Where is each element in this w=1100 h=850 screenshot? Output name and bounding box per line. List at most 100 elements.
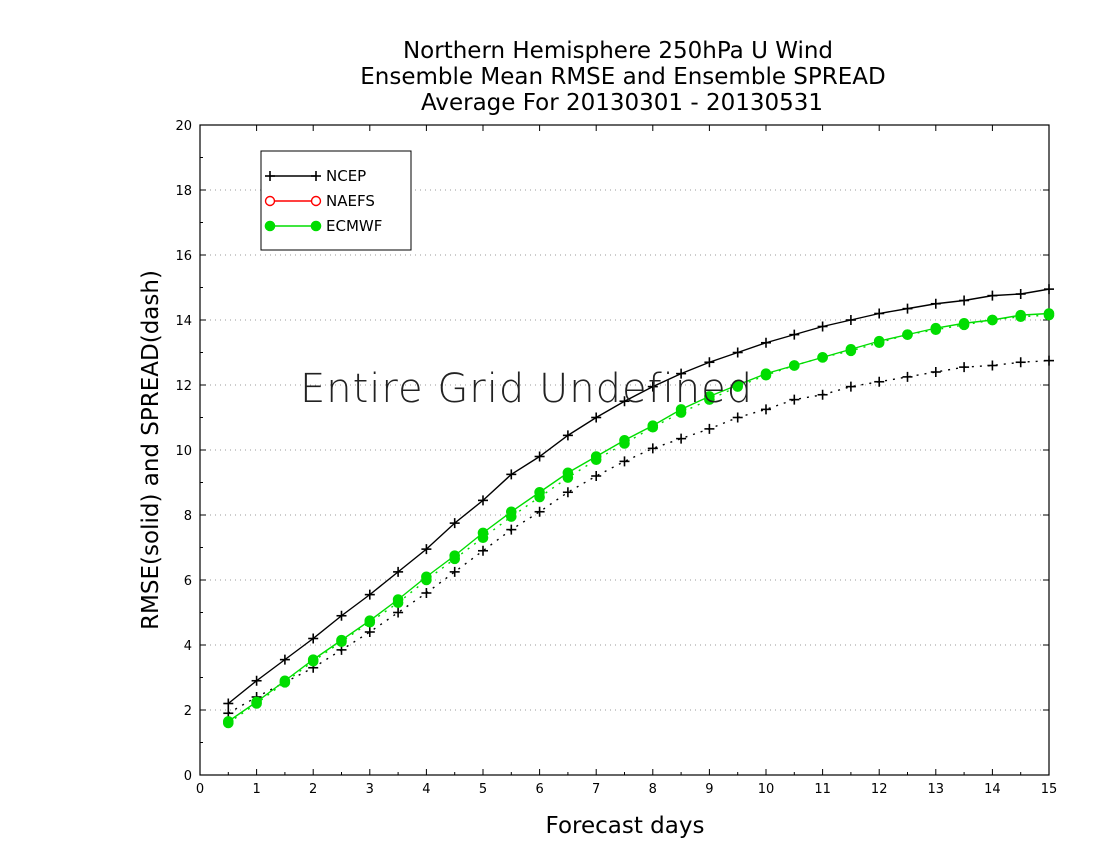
y-tick-label-10: 20 [175,119,192,134]
x-tick-label-2: 2 [309,782,317,797]
series-ncep-rmse-point-5 [364,589,375,600]
series-ncep-rmse-point-8 [449,518,460,529]
legend-label-naefs: NAEFS [326,192,375,210]
series-ncep-rmse-point-10 [506,469,517,480]
series-ncep-rmse-point-16 [676,368,687,379]
series-ecmwf-rmse-point-0 [223,716,234,727]
series-ncep-rmse-point-28 [1015,289,1026,299]
series-ncep-spread-point-27 [987,360,998,371]
series-ecmwf-rmse-point-18 [732,379,744,391]
series-ncep-spread-point-29 [1044,355,1054,366]
series-ecmwf-rmse-point-28 [1015,309,1027,321]
y-tick-label-4: 8 [184,509,192,524]
series-ecmwf-rmse-point-2 [279,675,291,687]
x-tick-label-9: 9 [705,782,713,797]
series-ncep-spread-point-7 [421,588,432,598]
series-ecmwf-spread-line [227,314,1050,724]
series-ncep-rmse-point-12 [562,430,573,441]
series-ncep-rmse-point-21 [817,321,828,332]
series-ncep-spread-point-18 [732,412,743,423]
series-ncep-spread-point-14 [619,456,630,467]
series-ncep-spread-point-20 [789,394,800,405]
series-ncep-spread-line [227,359,1050,714]
series-ncep-spread-point-8 [449,566,460,577]
y-tick-label-8: 16 [175,249,192,264]
series-ncep-spread-point-15 [647,443,658,454]
series-ncep-rmse-point-0 [223,698,234,709]
legend-marker-start-ecmwf [264,220,276,232]
series-ncep-rmse-point-15 [647,381,658,392]
series-ecmwf-rmse-point-26 [958,317,970,329]
legend-marker-end-naefs [310,195,322,207]
series-ncep-spread-point-17 [704,423,715,434]
chart-title-line-3: Average For 20130301 - 20130531 [421,90,823,116]
y-tick-label-2: 4 [184,639,192,654]
series-ncep-rmse-point-20 [789,329,800,340]
y-tick-label-6: 12 [175,379,192,394]
x-tick-label-3: 3 [366,782,374,797]
series-ncep-rmse-point-4 [336,610,347,621]
x-tick-label-14: 14 [984,782,1001,797]
legend-marker-end-ncep [311,171,321,181]
series-ncep-spread-point-19 [761,404,771,415]
series-ecmwf-rmse-point-29 [1043,308,1055,319]
series-ecmwf-rmse-point-4 [336,634,347,646]
y-tick-label-0: 0 [184,769,192,784]
x-axis: 0 1 2 3 4 5 6 7 8 9 10 11 12 13 14 15 [196,125,1057,797]
chart-title: Northern Hemisphere 250hPa U Wind Ensemb… [360,38,885,116]
series-ncep-rmse-point-18 [732,347,743,358]
series-ncep [223,284,1054,719]
series-ncep-rmse-point-29 [1044,284,1054,295]
series-ncep-rmse-point-6 [393,566,404,577]
legend-label-ecmwf: ECMWF [326,217,382,235]
series-ecmwf-rmse-point-7 [421,571,432,583]
y-tick-label-1: 2 [184,704,192,719]
series-ncep-rmse-point-23 [874,308,885,319]
legend-marker-start-ncep [265,171,275,181]
x-tick-label-5: 5 [479,782,487,797]
series-ncep-spread-point-22 [845,381,856,392]
series-ecmwf-rmse-point-17 [704,391,715,402]
series-ncep-rmse-point-1 [251,675,262,686]
series-ncep-rmse-point-27 [987,290,998,301]
series-ncep-rmse-point-24 [902,303,913,314]
x-axis-label: Forecast days [546,813,705,839]
legend-marker-start-naefs [264,195,276,207]
y-tick-label-7: 14 [175,314,192,329]
series-ecmwf-rmse-point-25 [930,322,942,334]
series-ncep-spread-point-6 [393,607,404,618]
series-ecmwf-rmse-point-24 [902,329,913,340]
x-tick-label-7: 7 [592,782,600,797]
series-ecmwf-rmse-point-20 [789,360,800,371]
x-tick-label-0: 0 [196,782,204,797]
x-tick-label-12: 12 [871,782,888,797]
chart-title-line-1: Northern Hemisphere 250hPa U Wind [403,38,833,64]
series-ecmwf-rmse-point-16 [675,404,687,415]
series-ecmwf-rmse-point-27 [987,314,998,326]
series-ncep-spread-point-13 [591,471,602,481]
series-ecmwf-rmse-point-9 [477,527,489,539]
series-ncep-spread-point-10 [506,524,517,535]
y-axis: 0 2 4 6 8 10 12 14 16 18 20 [175,119,1049,784]
series-ncep-rmse-point-22 [845,315,856,325]
series-ncep-rmse-point-17 [704,357,715,368]
series-ecmwf-rmse-point-22 [845,343,857,355]
legend: NCEP NAEFS ECMWF [260,150,412,251]
x-tick-label-1: 1 [252,782,260,797]
series-ecmwf-rmse-point-13 [590,451,602,462]
series-ncep-spread-point-9 [478,545,488,556]
x-tick-label-15: 15 [1041,782,1058,797]
series-ncep-spread-point-12 [562,487,573,498]
series-ecmwf-rmse-point-19 [760,368,772,379]
x-tick-label-10: 10 [758,782,775,797]
series-layer [223,284,1055,729]
series-ncep-spread-point-23 [874,376,885,387]
series-ecmwf-rmse-point-10 [506,506,517,518]
series-ecmwf-rmse-point-6 [392,594,404,605]
series-ncep-rmse-point-14 [619,396,630,407]
series-ecmwf-rmse-point-12 [562,467,574,479]
series-ecmwf-rmse-point-15 [647,420,659,431]
y-tick-label-9: 18 [175,184,192,199]
series-ecmwf-rmse-point-11 [534,486,545,498]
